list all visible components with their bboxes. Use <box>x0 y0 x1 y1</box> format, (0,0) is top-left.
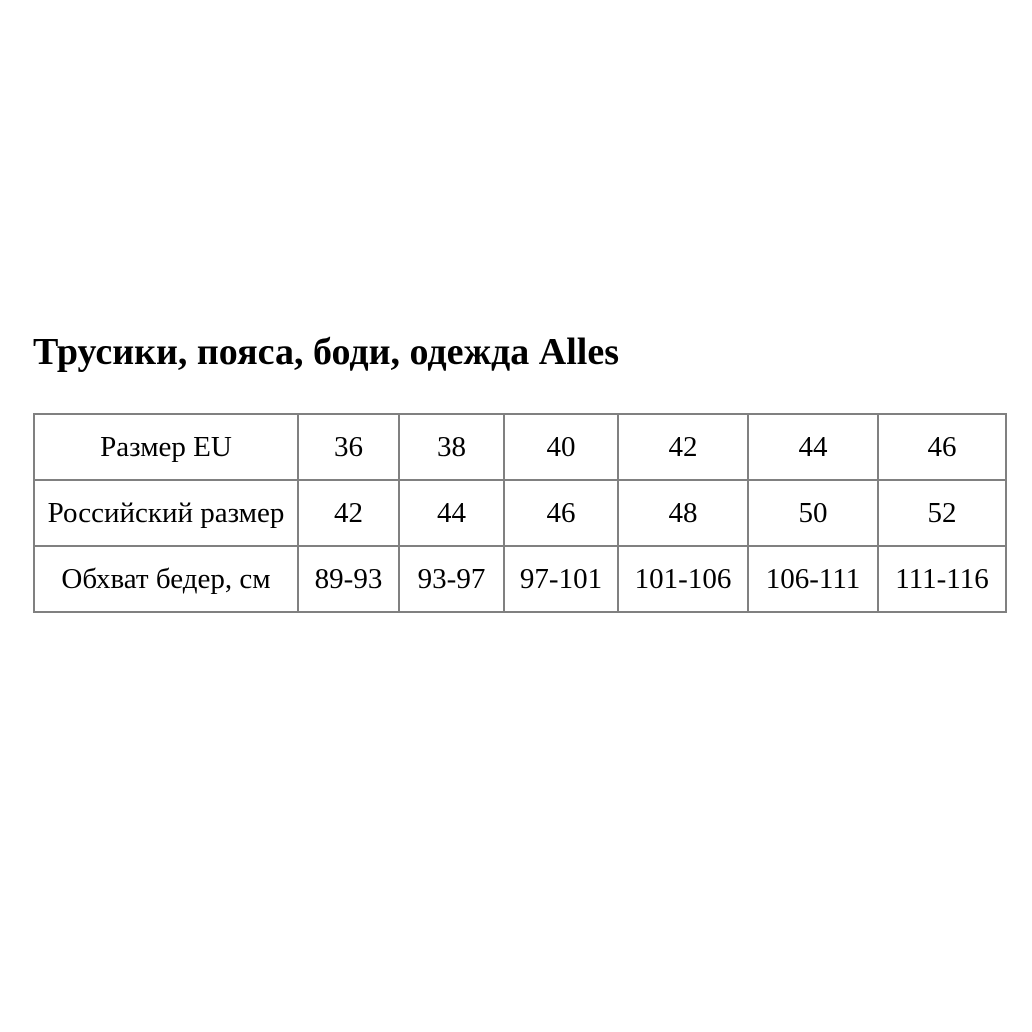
size-chart-table: Размер EU 36 38 40 42 44 46 Российский р… <box>33 413 1007 613</box>
page-title: Трусики, пояса, боди, одежда Alles <box>33 331 619 373</box>
table-cell: 106-111 <box>747 545 879 613</box>
table-cell: 42 <box>297 479 400 547</box>
table-cell: 46 <box>877 413 1007 481</box>
table-cell: 38 <box>398 413 505 481</box>
table-cell: 111-116 <box>877 545 1007 613</box>
table-cell: 46 <box>503 479 619 547</box>
row-label-hip-circumference: Обхват бедер, см <box>33 545 299 613</box>
table-cell: 48 <box>617 479 749 547</box>
table-cell: 44 <box>398 479 505 547</box>
table-cell: 89-93 <box>297 545 400 613</box>
table-cell: 40 <box>503 413 619 481</box>
table-cell: 93-97 <box>398 545 505 613</box>
table-cell: 97-101 <box>503 545 619 613</box>
table-row-hip-circumference: Обхват бедер, см 89-93 93-97 97-101 101-… <box>33 545 1007 613</box>
table-cell: 36 <box>297 413 400 481</box>
table-row-eu-size: Размер EU 36 38 40 42 44 46 <box>33 413 1007 481</box>
table-cell: 50 <box>747 479 879 547</box>
table-cell: 101-106 <box>617 545 749 613</box>
table-cell: 42 <box>617 413 749 481</box>
row-label-russian-size: Российский размер <box>33 479 299 547</box>
table-row-russian-size: Российский размер 42 44 46 48 50 52 <box>33 479 1007 547</box>
table-cell: 44 <box>747 413 879 481</box>
table-cell: 52 <box>877 479 1007 547</box>
row-label-eu-size: Размер EU <box>33 413 299 481</box>
